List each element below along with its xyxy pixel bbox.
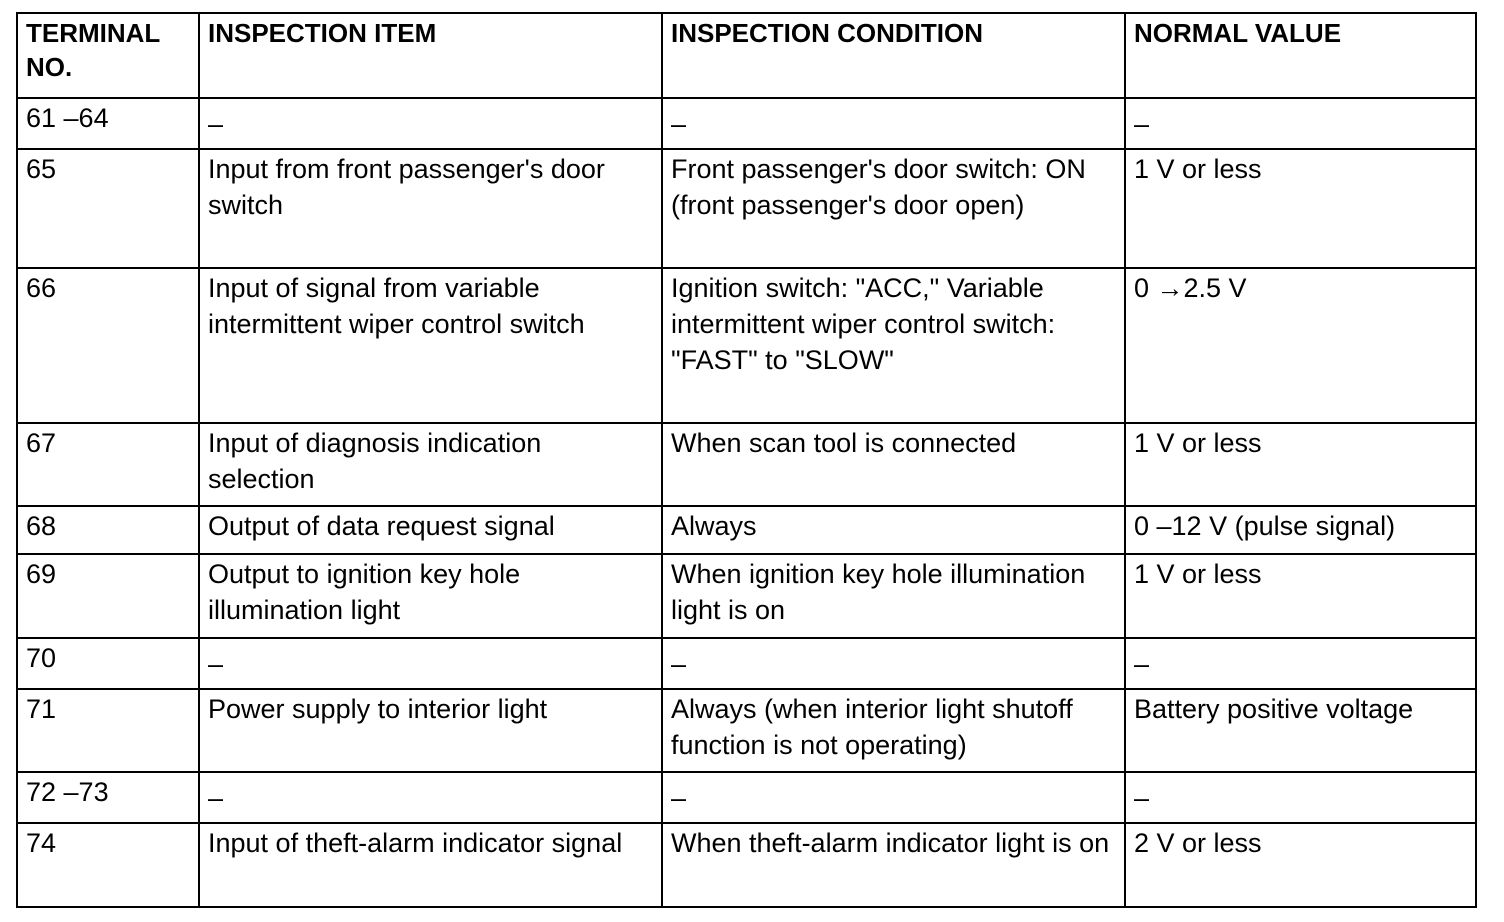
table-row: 69 Output to ignition key hole illuminati…: [16, 553, 1477, 639]
cell-condition: Always: [661, 505, 1126, 555]
table-row: 67 Input of diagnosis indication selectio…: [16, 422, 1477, 507]
value-text: 1 V or less: [1134, 559, 1262, 589]
cell-item: Input of signal from variable intermitte…: [198, 267, 663, 424]
cell-terminal: 69: [16, 553, 200, 639]
cell-terminal: 71: [16, 688, 200, 773]
item-text: Input of signal from variable intermitte…: [208, 273, 585, 339]
cell-item: –: [198, 771, 663, 824]
terminal-text: 74: [26, 828, 57, 858]
cell-value: Battery positive voltage: [1124, 688, 1477, 773]
cell-value: 0 →2.5 V: [1124, 267, 1477, 424]
header-item: INSPECTION ITEM: [198, 12, 663, 99]
cell-condition: –: [661, 771, 1126, 824]
cell-condition: –: [661, 97, 1126, 150]
inspection-table: TERMINAL NO. INSPECTION ITEM INSPECTION …: [16, 12, 1477, 908]
item-text: Power supply to interior light: [208, 694, 548, 724]
cell-value: 1 V or less: [1124, 422, 1477, 507]
cell-value: –: [1124, 637, 1477, 690]
terminal-text: 69: [26, 559, 57, 589]
value-text: 0 →2.5 V: [1134, 273, 1247, 303]
header-value: NORMAL VALUE: [1124, 12, 1477, 99]
cell-value: 2 V or less: [1124, 822, 1477, 908]
item-text: Output to ignition key hole illumination…: [208, 559, 521, 625]
cell-item: Input of theft-alarm indicator signal: [198, 822, 663, 908]
cell-item: Output of data request signal: [198, 505, 663, 555]
cell-terminal: 65: [16, 148, 200, 269]
table-row: 74 Input of theft-alarm indicator signal W…: [16, 822, 1477, 908]
item-text: Input of diagnosis indication selection: [208, 428, 542, 494]
condition-text: –: [671, 109, 687, 139]
value-text: 2 V or less: [1134, 828, 1262, 858]
value-text: 0 –12 V (pulse signal): [1134, 511, 1396, 541]
cell-condition: –: [661, 637, 1126, 690]
header-condition: INSPECTION CONDITION: [661, 12, 1126, 99]
table-row: 72 –73 – – –: [16, 771, 1477, 824]
item-text: Input of theft-alarm indicator signal: [208, 828, 623, 858]
cell-item: Output to ignition key hole illumination…: [198, 553, 663, 639]
condition-text: Always: [671, 511, 757, 541]
item-text: –: [208, 783, 224, 813]
cell-condition: Ignition switch: "ACC," Variable intermi…: [661, 267, 1126, 424]
cell-terminal: 74: [16, 822, 200, 908]
header-terminal: TERMINAL NO.: [16, 12, 200, 99]
cell-condition: When scan tool is connected: [661, 422, 1126, 507]
condition-text: When ignition key hole illumination ligh…: [671, 559, 1086, 625]
terminal-text: 71: [26, 694, 57, 724]
item-text: Input from front passenger's door switch: [208, 154, 605, 220]
value-text: 1 V or less: [1134, 154, 1262, 184]
cell-terminal: 67: [16, 422, 200, 507]
table-row: 65 Input from front passenger's door swit…: [16, 148, 1477, 269]
condition-text: Always (when interior light shutoff func…: [671, 694, 1073, 760]
condition-text: When scan tool is connected: [671, 428, 1017, 458]
table-row: 61 –64 – – –: [16, 97, 1477, 150]
item-text: –: [208, 109, 224, 139]
item-text: Output of data request signal: [208, 511, 555, 541]
cell-terminal: 70: [16, 637, 200, 690]
cell-terminal: 66: [16, 267, 200, 424]
table-row: 71 Power supply to interior light Always (…: [16, 688, 1477, 773]
cell-terminal: 72 –73: [16, 771, 200, 824]
cell-terminal: 61 –64: [16, 97, 200, 150]
condition-text: When theft-alarm indicator light is on: [671, 828, 1110, 858]
cell-value: 0 –12 V (pulse signal): [1124, 505, 1477, 555]
header-row: TERMINAL NO. INSPECTION ITEM INSPECTION …: [16, 12, 1477, 99]
value-text: 1 V or less: [1134, 428, 1262, 458]
cell-value: –: [1124, 97, 1477, 150]
terminal-text: 68: [26, 511, 57, 541]
cell-item: Input of diagnosis indication selection: [198, 422, 663, 507]
condition-text: Ignition switch: "ACC," Variable intermi…: [671, 273, 1056, 375]
table-row: 66 Input of signal from variable intermit…: [16, 267, 1477, 424]
cell-value: 1 V or less: [1124, 553, 1477, 639]
cell-condition: Always (when interior light shutoff func…: [661, 688, 1126, 773]
terminal-text: 66: [26, 273, 57, 303]
terminal-text: 70: [26, 643, 57, 673]
cell-item: –: [198, 637, 663, 690]
terminal-text: 65: [26, 154, 57, 184]
cell-value: –: [1124, 771, 1477, 824]
value-text: –: [1134, 783, 1150, 813]
terminal-text: 72 –73: [26, 777, 109, 807]
value-text: Battery positive voltage: [1134, 694, 1414, 724]
cell-condition: When theft-alarm indicator light is on: [661, 822, 1126, 908]
cell-value: 1 V or less: [1124, 148, 1477, 269]
item-text: –: [208, 649, 224, 679]
condition-text: Front passenger's door switch: ON (front…: [671, 154, 1086, 220]
cell-condition: Front passenger's door switch: ON (front…: [661, 148, 1126, 269]
value-text: –: [1134, 649, 1150, 679]
table-row: 70 – – –: [16, 637, 1477, 690]
cell-item: –: [198, 97, 663, 150]
condition-text: –: [671, 783, 687, 813]
cell-item: Power supply to interior light: [198, 688, 663, 773]
terminal-text: 61 –64: [26, 103, 109, 133]
terminal-text: 67: [26, 428, 57, 458]
value-text: –: [1134, 109, 1150, 139]
cell-condition: When ignition key hole illumination ligh…: [661, 553, 1126, 639]
table-row: 68 Output of data request signal Always 0 –…: [16, 505, 1477, 555]
cell-terminal: 68: [16, 505, 200, 555]
condition-text: –: [671, 649, 687, 679]
cell-item: Input from front passenger's door switch: [198, 148, 663, 269]
